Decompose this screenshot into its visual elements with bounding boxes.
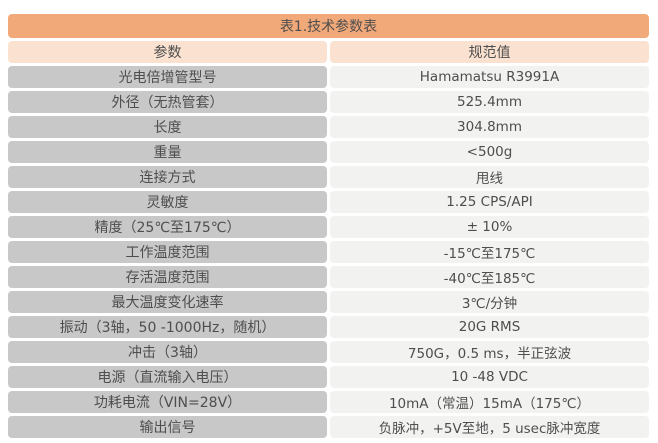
table-row: 输出信号 负脉冲，+5V至地，5 usec脉冲宽度 [8, 416, 649, 438]
value-cell: 3℃/分钟 [330, 291, 649, 313]
table-row: 工作温度范围 -15℃至175℃ [8, 241, 649, 263]
param-cell: 连接方式 [8, 166, 327, 188]
param-cell: 存活温度范围 [8, 266, 327, 288]
table-row: 重量 <500g [8, 141, 649, 163]
table-title: 表1.技术参数表 [8, 14, 649, 38]
param-cell: 工作温度范围 [8, 241, 327, 263]
param-cell: 功耗电流（VIN=28V） [8, 391, 327, 413]
value-cell: Hamamatsu R3991A [330, 66, 649, 88]
param-cell: 冲击（3轴） [8, 341, 327, 363]
header-cell-spec-value: 规范值 [330, 41, 649, 63]
param-cell: 外径（无热管套） [8, 91, 327, 113]
value-cell: -40℃至185℃ [330, 266, 649, 288]
table-row: 冲击（3轴） 750G，0.5 ms，半正弦波 [8, 341, 649, 363]
param-cell: 精度（25℃至175℃） [8, 216, 327, 238]
table-row: 电源（直流输入电压） 10 -48 VDC [8, 366, 649, 388]
table-row: 功耗电流（VIN=28V） 10mA（常温）15mA（175℃） [8, 391, 649, 413]
value-cell: <500g [330, 141, 649, 163]
value-cell: 10mA（常温）15mA（175℃） [330, 391, 649, 413]
value-cell: ± 10% [330, 216, 649, 238]
header-cell-parameter: 参数 [8, 41, 327, 63]
value-cell: 甩线 [330, 166, 649, 188]
table-row: 振动（3轴，50 -1000Hz，随机） 20G RMS [8, 316, 649, 338]
param-cell: 电源（直流输入电压） [8, 366, 327, 388]
value-cell: 10 -48 VDC [330, 366, 649, 388]
param-cell: 灵敏度 [8, 191, 327, 213]
table-row: 光电倍增管型号 Hamamatsu R3991A [8, 66, 649, 88]
param-cell: 光电倍增管型号 [8, 66, 327, 88]
table-row: 存活温度范围 -40℃至185℃ [8, 266, 649, 288]
value-cell: 负脉冲，+5V至地，5 usec脉冲宽度 [330, 416, 649, 438]
value-cell: 525.4mm [330, 91, 649, 113]
param-cell: 振动（3轴，50 -1000Hz，随机） [8, 316, 327, 338]
table-header-row: 参数 规范值 [8, 41, 649, 63]
table-row: 连接方式 甩线 [8, 166, 649, 188]
table-row: 最大温度变化速率 3℃/分钟 [8, 291, 649, 313]
param-cell: 长度 [8, 116, 327, 138]
value-cell: 304.8mm [330, 116, 649, 138]
value-cell: -15℃至175℃ [330, 241, 649, 263]
table-row: 长度 304.8mm [8, 116, 649, 138]
table-row: 外径（无热管套） 525.4mm [8, 91, 649, 113]
param-cell: 最大温度变化速率 [8, 291, 327, 313]
table-row: 精度（25℃至175℃） ± 10% [8, 216, 649, 238]
value-cell: 1.25 CPS/API [330, 191, 649, 213]
param-cell: 重量 [8, 141, 327, 163]
value-cell: 20G RMS [330, 316, 649, 338]
param-cell: 输出信号 [8, 416, 327, 438]
technical-parameters-table: 表1.技术参数表 参数 规范值 光电倍增管型号 Hamamatsu R3991A… [8, 14, 649, 441]
table-row: 灵敏度 1.25 CPS/API [8, 191, 649, 213]
value-cell: 750G，0.5 ms，半正弦波 [330, 341, 649, 363]
